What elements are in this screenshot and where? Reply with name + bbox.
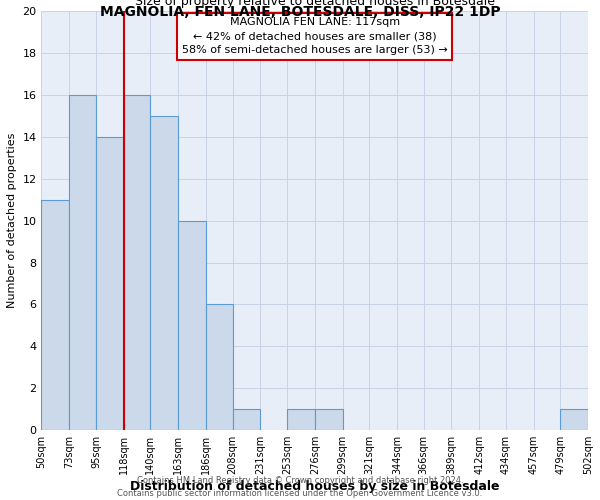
Text: Contains HM Land Registry data © Crown copyright and database right 2024.
Contai: Contains HM Land Registry data © Crown c… [118,476,482,498]
Bar [69,95,96,430]
Y-axis label: Number of detached properties: Number of detached properties [7,133,17,308]
Bar [560,410,588,430]
Bar [206,304,233,430]
Bar [315,410,343,430]
Bar [151,116,178,430]
Text: MAGNOLIA, FEN LANE, BOTESDALE, DISS, IP22 1DP: MAGNOLIA, FEN LANE, BOTESDALE, DISS, IP2… [100,5,500,19]
Bar [41,200,69,430]
Bar [233,410,260,430]
Bar [178,220,206,430]
X-axis label: Distribution of detached houses by size in Botesdale: Distribution of detached houses by size … [130,480,500,493]
Bar [96,136,124,430]
Bar [124,95,151,430]
Title: Size of property relative to detached houses in Botesdale: Size of property relative to detached ho… [135,0,495,8]
Text: MAGNOLIA FEN LANE: 117sqm
← 42% of detached houses are smaller (38)
58% of semi-: MAGNOLIA FEN LANE: 117sqm ← 42% of detac… [182,17,448,55]
Bar [287,410,315,430]
